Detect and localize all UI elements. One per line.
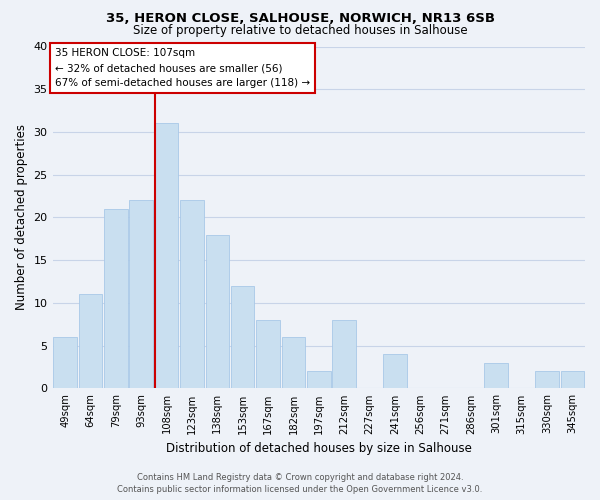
Bar: [256, 320, 280, 388]
Bar: [307, 372, 331, 388]
Bar: [281, 337, 305, 388]
Bar: [155, 124, 178, 388]
Y-axis label: Number of detached properties: Number of detached properties: [15, 124, 28, 310]
Bar: [231, 286, 254, 388]
Bar: [180, 200, 204, 388]
Text: 35 HERON CLOSE: 107sqm
← 32% of detached houses are smaller (56)
67% of semi-det: 35 HERON CLOSE: 107sqm ← 32% of detached…: [55, 48, 310, 88]
Bar: [79, 294, 103, 388]
Bar: [383, 354, 407, 388]
Bar: [332, 320, 356, 388]
Bar: [206, 234, 229, 388]
Bar: [130, 200, 153, 388]
Text: Size of property relative to detached houses in Salhouse: Size of property relative to detached ho…: [133, 24, 467, 37]
Text: 35, HERON CLOSE, SALHOUSE, NORWICH, NR13 6SB: 35, HERON CLOSE, SALHOUSE, NORWICH, NR13…: [106, 12, 494, 26]
Text: Contains HM Land Registry data © Crown copyright and database right 2024.
Contai: Contains HM Land Registry data © Crown c…: [118, 472, 482, 494]
Bar: [560, 372, 584, 388]
X-axis label: Distribution of detached houses by size in Salhouse: Distribution of detached houses by size …: [166, 442, 472, 455]
Bar: [484, 363, 508, 388]
Bar: [53, 337, 77, 388]
Bar: [104, 209, 128, 388]
Bar: [535, 372, 559, 388]
